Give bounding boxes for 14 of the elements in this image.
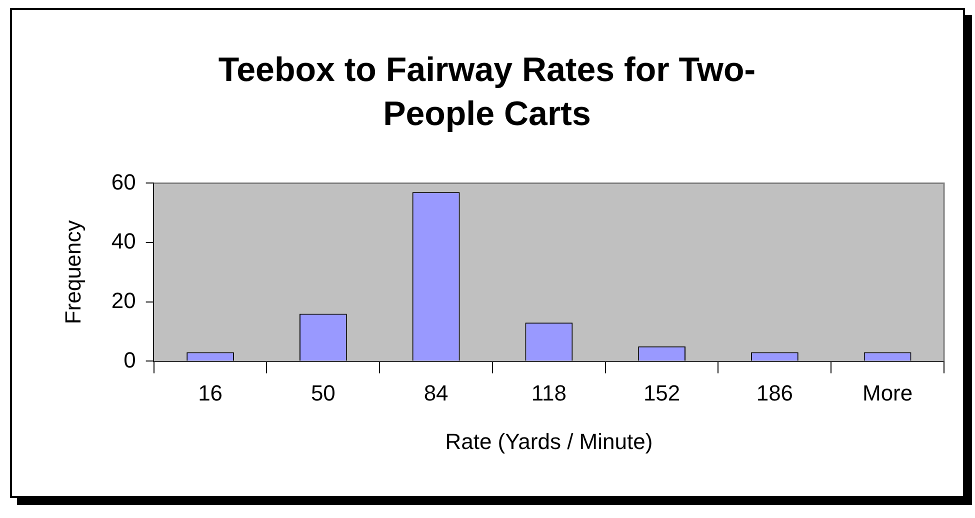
y-tick-label: 60 [111, 169, 136, 194]
chart-title: Teebox to Fairway Rates for Two-People Carts [217, 50, 757, 135]
y-tick-label: 20 [111, 288, 136, 313]
x-tick-label: 152 [643, 380, 680, 406]
x-tick-label: 186 [756, 380, 794, 406]
x-tick-label: 50 [310, 380, 336, 406]
y-tick-label: 0 [124, 347, 136, 372]
x-tick-label: More [862, 380, 913, 406]
y-tick-label: 40 [111, 228, 136, 254]
x-axis-title: Rate (Yards / Minute) [445, 428, 653, 454]
x-tick-label: 16 [198, 380, 223, 406]
y-axis-title: Frequency [60, 220, 86, 324]
x-tick-label: 118 [531, 380, 566, 406]
x-tick-label: 84 [424, 380, 448, 406]
